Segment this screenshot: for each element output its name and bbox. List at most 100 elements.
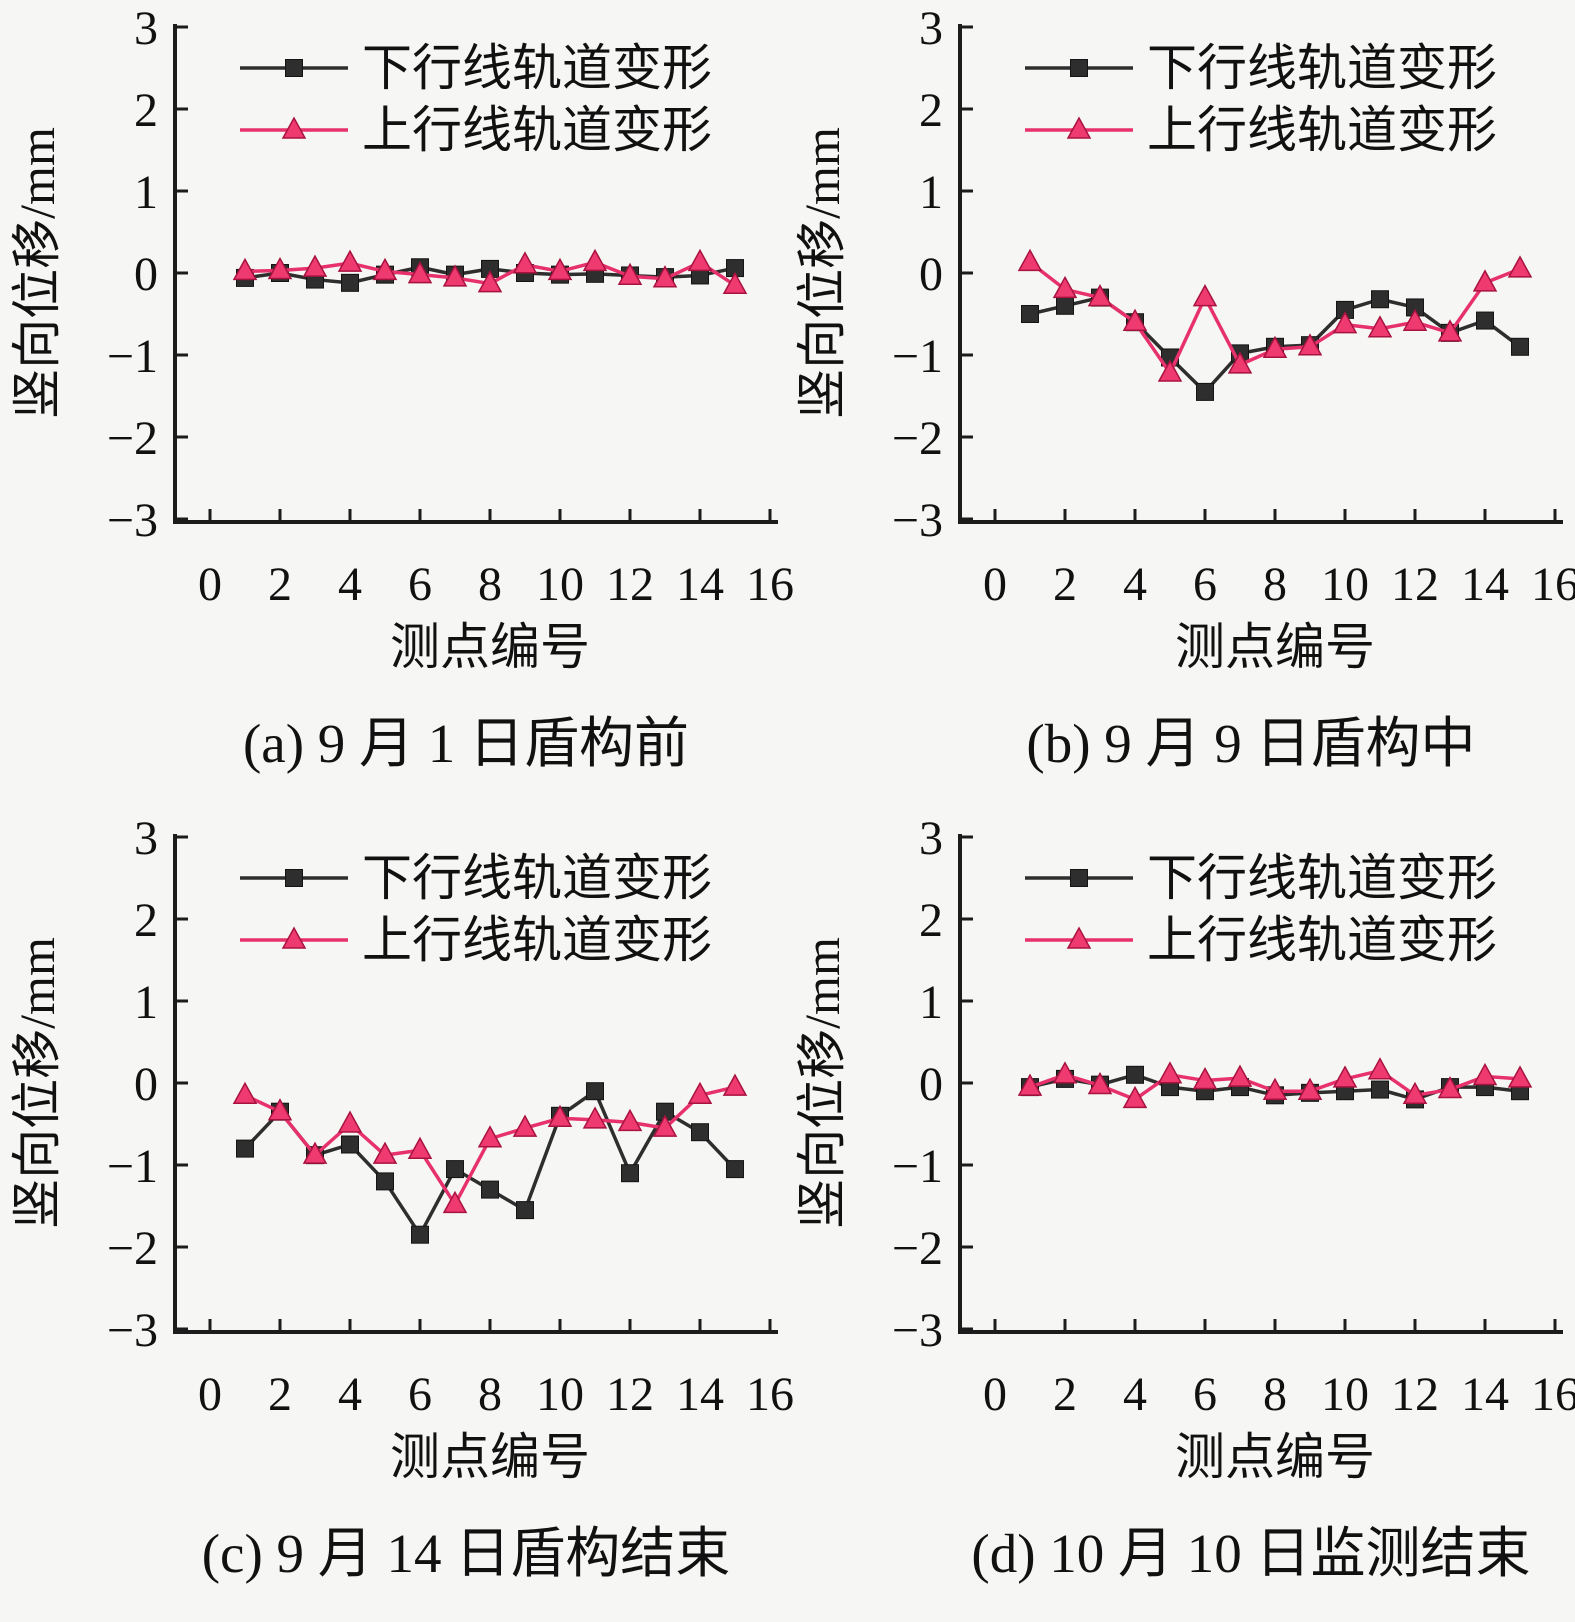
data-point-up xyxy=(1052,275,1078,299)
data-point-up xyxy=(442,1190,468,1214)
x-tick-label: 2 xyxy=(268,558,292,611)
data-point-up xyxy=(337,249,363,272)
axes-spines xyxy=(173,24,778,524)
x-tick-label: 8 xyxy=(478,1368,502,1421)
x-tick-label: 10 xyxy=(1321,558,1369,611)
data-point-up xyxy=(582,1106,608,1129)
data-point-up xyxy=(617,262,643,286)
data-point-up xyxy=(477,1125,503,1148)
y-tick-label: 0 xyxy=(919,1058,943,1111)
x-tick-label: 4 xyxy=(338,558,362,611)
legend-marker-down xyxy=(1070,869,1088,887)
data-point-up xyxy=(582,248,608,272)
y-tick-label: −3 xyxy=(107,1304,158,1357)
x-tick-label: 12 xyxy=(1391,1368,1439,1421)
data-point-down xyxy=(1371,290,1389,309)
x-tick-label: 16 xyxy=(746,558,794,611)
y-tick-label: 3 xyxy=(134,812,158,865)
legend-marker-up xyxy=(281,116,307,139)
data-point-down xyxy=(341,1135,359,1154)
x-tick-label: 0 xyxy=(198,558,222,611)
data-point-up xyxy=(687,1081,713,1105)
data-point-up xyxy=(1157,359,1183,382)
y-tick-label: 2 xyxy=(919,894,943,947)
legend-label-down: 下行线轨道变形 xyxy=(1147,40,1497,96)
data-point-up xyxy=(477,270,503,293)
data-point-up xyxy=(1472,1062,1498,1086)
data-point-up xyxy=(1472,269,1498,292)
x-tick-label: 10 xyxy=(536,1368,584,1421)
data-point-down xyxy=(726,1160,744,1179)
x-tick-label: 0 xyxy=(198,1368,222,1421)
data-point-down xyxy=(691,1123,709,1142)
data-point-up xyxy=(232,257,258,281)
data-point-up xyxy=(302,1141,328,1164)
legend-marker-up xyxy=(281,926,307,949)
data-point-up xyxy=(1052,1061,1078,1084)
y-tick-label: 2 xyxy=(134,84,158,137)
legend-label-up: 上行线轨道变形 xyxy=(362,912,712,968)
x-tick-label: 8 xyxy=(478,558,502,611)
x-tick-label: 0 xyxy=(983,558,1007,611)
legend-marker-down xyxy=(285,869,303,887)
data-point-up xyxy=(1262,1077,1288,1100)
chart-caption: (a) 9 月 1 日盾构前 xyxy=(243,713,689,774)
data-point-down xyxy=(1196,382,1214,401)
data-point-up xyxy=(1297,1077,1323,1100)
data-point-up xyxy=(547,1104,573,1128)
data-point-down xyxy=(586,1082,604,1101)
y-tick-label: 0 xyxy=(919,248,943,301)
data-point-down xyxy=(341,273,359,292)
data-point-down xyxy=(1021,305,1039,323)
chart-caption: (d) 10 月 10 日监测结束 xyxy=(971,1523,1530,1584)
data-point-up xyxy=(1227,1064,1253,1087)
data-point-up xyxy=(1192,284,1218,307)
x-tick-label: 4 xyxy=(1123,558,1147,611)
y-tick-label: 3 xyxy=(134,2,158,55)
x-tick-label: 6 xyxy=(408,1368,432,1421)
data-point-up xyxy=(1367,1057,1393,1080)
data-point-up xyxy=(1017,1073,1043,1096)
data-point-up xyxy=(1262,335,1288,359)
y-axis-label: 竖向位移/mm xyxy=(9,127,65,419)
data-point-up xyxy=(1437,1076,1463,1099)
x-tick-label: 10 xyxy=(1321,1368,1369,1421)
legend-marker-up xyxy=(1066,116,1092,139)
data-point-up xyxy=(1122,1085,1148,1109)
y-tick-label: 2 xyxy=(134,894,158,947)
data-point-up xyxy=(1122,308,1148,331)
y-axis-label: 竖向位移/mm xyxy=(9,937,65,1229)
x-tick-label: 14 xyxy=(1461,1368,1509,1421)
x-tick-label: 2 xyxy=(1053,1368,1077,1421)
y-tick-label: 3 xyxy=(919,2,943,55)
y-tick-label: 0 xyxy=(134,248,158,301)
data-point-up xyxy=(652,1114,678,1137)
data-point-up xyxy=(1402,308,1428,331)
data-point-up xyxy=(372,257,398,281)
x-tick-label: 12 xyxy=(606,1368,654,1421)
data-point-up xyxy=(1367,315,1393,338)
data-point-down xyxy=(411,1225,429,1244)
x-tick-label: 16 xyxy=(1531,558,1575,611)
data-point-down xyxy=(1476,311,1494,330)
y-tick-label: −2 xyxy=(892,412,943,465)
x-tick-label: 12 xyxy=(606,558,654,611)
x-tick-label: 6 xyxy=(1193,1368,1217,1421)
x-tick-label: 12 xyxy=(1391,558,1439,611)
chart-caption: (c) 9 月 14 日盾构结束 xyxy=(202,1523,731,1584)
x-tick-label: 16 xyxy=(746,1368,794,1421)
x-tick-label: 14 xyxy=(676,1368,724,1421)
data-point-up xyxy=(1227,351,1253,374)
chart-caption: (b) 9 月 9 日盾构中 xyxy=(1026,713,1475,774)
y-tick-label: 1 xyxy=(919,976,943,1029)
y-tick-label: 1 xyxy=(919,166,943,219)
data-point-up xyxy=(232,1081,258,1105)
legend-label-down: 下行线轨道变形 xyxy=(362,850,712,906)
x-tick-label: 14 xyxy=(1461,558,1509,611)
data-point-up xyxy=(267,256,293,280)
x-tick-label: 8 xyxy=(1263,558,1287,611)
legend-label-up: 上行线轨道变形 xyxy=(1147,102,1497,158)
data-point-down xyxy=(1371,1080,1389,1099)
